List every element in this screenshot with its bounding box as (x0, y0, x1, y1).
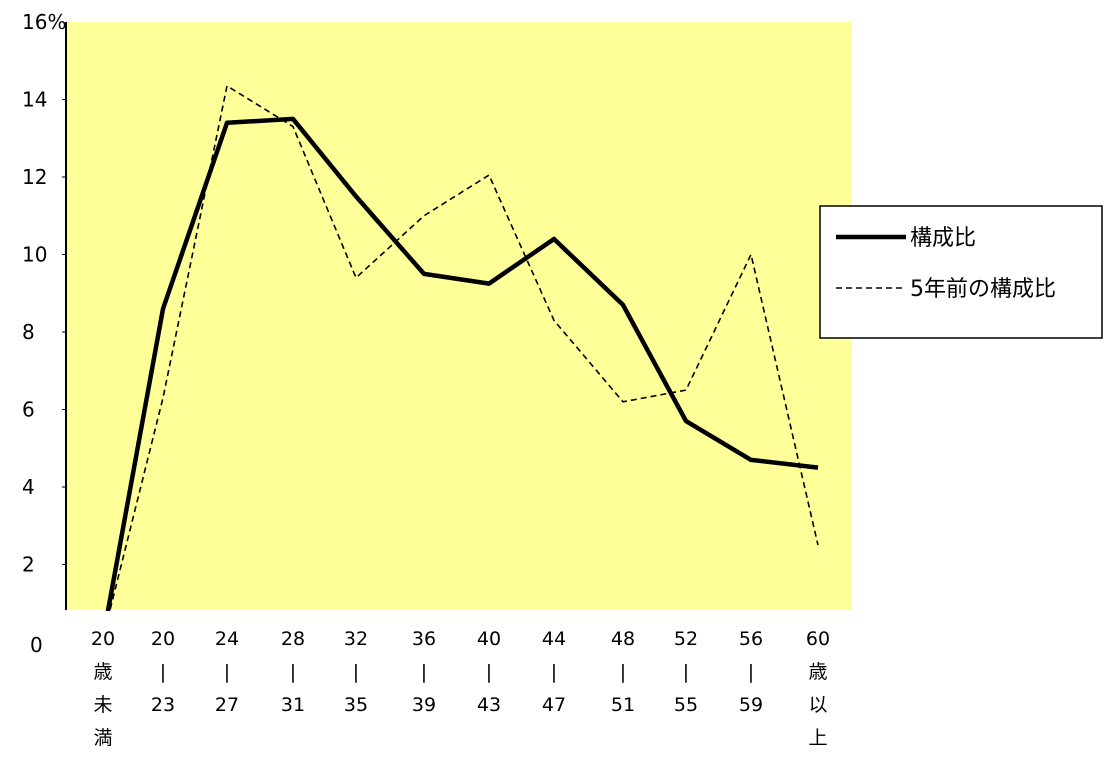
y-tick-label: 10 (22, 243, 47, 267)
x-tick-label: 歳 (93, 661, 112, 683)
y-tick-label: 0 (30, 633, 43, 657)
x-tick-label: 31 (281, 694, 305, 716)
x-tick-label: 52 (674, 628, 698, 650)
x-tick-label: 未 (93, 694, 112, 716)
x-category-label: 60 歳以上 (806, 628, 830, 749)
x-tick-label: 60 (806, 628, 830, 650)
legend: 構成比 5年前の構成比 (819, 205, 1103, 339)
x-tick-label: | (683, 661, 689, 683)
x-tick-label: 歳 (808, 661, 827, 683)
x-tick-label: | (620, 661, 626, 683)
legend-label: 構成比 (910, 226, 976, 251)
x-category-label: 36 | 39 (412, 628, 436, 716)
x-tick-label: 23 (151, 694, 175, 716)
x-tick-label: 36 (412, 628, 436, 650)
y-tick-label: 16% (22, 10, 66, 34)
x-tick-label: | (486, 661, 492, 683)
x-tick-label: 59 (739, 694, 763, 716)
legend-box (819, 205, 1103, 339)
series-line-5-years-ago (108, 85, 819, 611)
x-tick-label: 上 (808, 727, 827, 749)
y-tick-label: 14 (22, 88, 47, 112)
x-tick-label: 55 (674, 694, 698, 716)
legend-label: 5年前の構成比 (910, 277, 1056, 302)
y-tick-label: 12 (22, 165, 47, 189)
series-layer (105, 85, 819, 611)
x-tick-label: 47 (542, 694, 566, 716)
x-tick-label: 満 (93, 727, 112, 749)
y-tick-label: 4 (22, 475, 35, 499)
x-category-label: 32 | 35 (344, 628, 368, 716)
x-tick-label: 35 (344, 694, 368, 716)
x-category-label: 56 | 59 (739, 628, 763, 716)
x-tick-label: 20 (91, 628, 115, 650)
x-tick-label: | (290, 661, 296, 683)
y-tick-label: 6 (22, 398, 35, 422)
x-tick-label: 32 (344, 628, 368, 650)
x-tick-label: 27 (215, 694, 239, 716)
x-axis: 20歳未満20|2324|2728|3132|3536|3940|4344|47… (91, 628, 830, 749)
x-category-label: 40 | 43 (477, 628, 501, 716)
x-category-label: 24 | 27 (215, 628, 239, 716)
x-tick-label: | (224, 661, 230, 683)
x-tick-label: 48 (611, 628, 635, 650)
x-category-label: 20 歳未満 (91, 628, 115, 749)
x-category-label: 48 | 51 (611, 628, 635, 716)
x-tick-label: 43 (477, 694, 501, 716)
x-tick-label: | (353, 661, 359, 683)
x-tick-label: 44 (542, 628, 566, 650)
x-tick-label: | (748, 661, 754, 683)
plot-area (66, 22, 852, 610)
series-line-current (105, 116, 819, 611)
x-tick-label: | (160, 661, 166, 683)
x-tick-label: 51 (611, 694, 635, 716)
x-tick-label: | (551, 661, 557, 683)
x-tick-label: | (421, 661, 427, 683)
x-category-label: 44 | 47 (542, 628, 566, 716)
x-tick-label: 28 (281, 628, 305, 650)
x-tick-label: 39 (412, 694, 436, 716)
x-tick-label: 以 (808, 694, 827, 716)
x-category-label: 52 | 55 (674, 628, 698, 716)
y-tick-label: 2 (22, 553, 35, 577)
x-category-label: 20 | 23 (151, 628, 175, 716)
x-tick-label: 20 (151, 628, 175, 650)
x-category-label: 28 | 31 (281, 628, 305, 716)
x-tick-label: 24 (215, 628, 239, 650)
x-tick-label: 40 (477, 628, 501, 650)
y-axis: 0 2 4 6 8 10 12 14 16% (22, 10, 67, 657)
y-tick-label: 8 (22, 320, 35, 344)
x-tick-label: 56 (739, 628, 763, 650)
